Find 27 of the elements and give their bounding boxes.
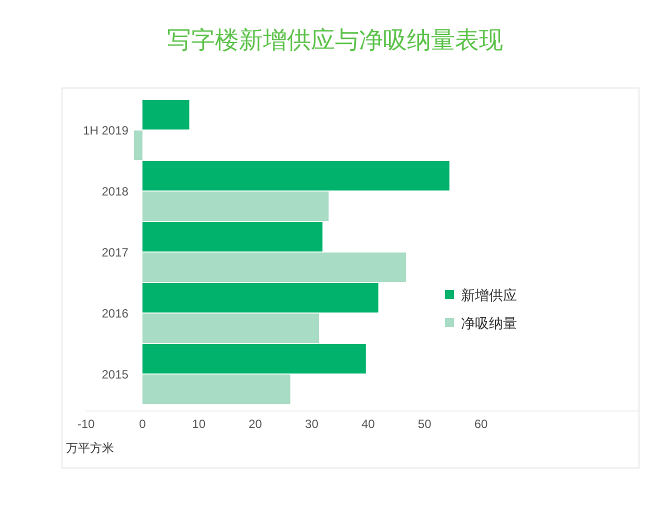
bar: [142, 161, 450, 190]
bar: [142, 252, 406, 282]
bar: [142, 344, 366, 374]
bar: [142, 374, 290, 404]
x-tick-label: 0: [139, 417, 146, 431]
x-tick-label: 10: [192, 417, 206, 431]
bar: [142, 192, 329, 221]
bar: [142, 100, 190, 130]
bar: [142, 222, 322, 252]
y-tick-label: 2018: [102, 184, 129, 198]
x-axis-title: 万平方米: [66, 441, 114, 455]
legend-label: 净吸纳量: [461, 315, 517, 331]
x-tick-label: 20: [248, 417, 262, 431]
x-tick-label: 50: [418, 417, 432, 431]
x-tick-label: 40: [361, 417, 376, 431]
x-tick-label: 60: [474, 417, 488, 431]
bar: [142, 283, 378, 312]
x-tick-label: 30: [305, 417, 319, 431]
bar: [134, 130, 142, 160]
y-tick-label: 2015: [102, 368, 129, 382]
bar: [142, 314, 320, 343]
y-tick-label: 1H 2019: [83, 124, 129, 138]
y-tick-label: 2017: [102, 246, 129, 260]
legend-label: 新增供应: [461, 287, 517, 303]
chart-title: 写字楼新增供应与净吸纳量表现: [167, 27, 503, 54]
y-tick-label: 2016: [102, 306, 129, 320]
x-tick-label: -10: [77, 417, 95, 431]
